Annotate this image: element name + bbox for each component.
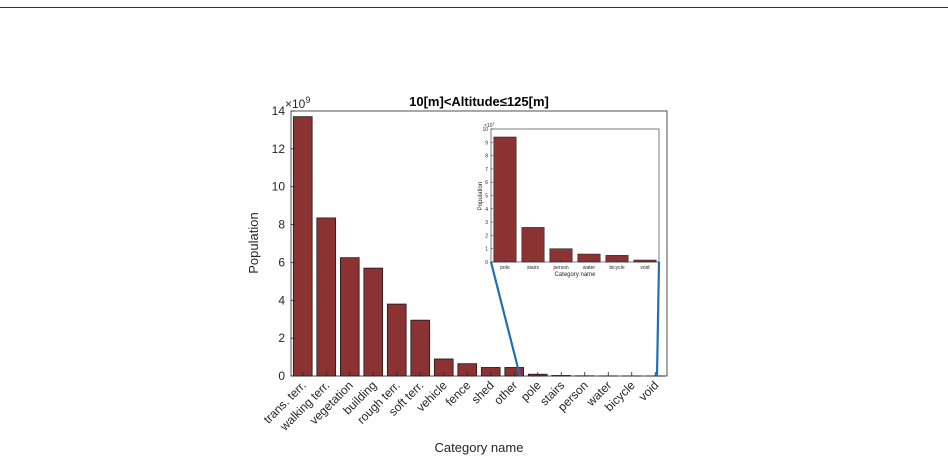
main-x-ticks: trans. terr.walking terr.vegetationbuild… xyxy=(261,372,661,434)
bar-walking-terr xyxy=(316,217,337,377)
y-axis-label: Population xyxy=(246,212,261,273)
y-tick-label: 4 xyxy=(278,293,285,307)
y-tick-label: 0 xyxy=(485,260,488,266)
x-tick-label: water xyxy=(583,265,596,271)
inset-x-axis-label: Category name xyxy=(554,272,596,278)
y-tick-label: 14 xyxy=(272,104,286,118)
y-tick-label: 4 xyxy=(485,207,488,213)
zoom-connector-lines xyxy=(489,261,661,377)
inset-plot-frame xyxy=(490,128,660,263)
x-tick-label: stairs xyxy=(527,265,539,271)
x-tick-label: fence xyxy=(443,378,474,409)
main-bars xyxy=(292,116,666,377)
x-tick-label: shed xyxy=(469,378,497,406)
chart-title: 10[m]<Altitude≤125[m] xyxy=(409,94,549,109)
inset-chart: 0 1 2 3 4 5 6 7 8 9 10 pole stairs person water bicycl… xyxy=(478,121,660,278)
bar-stairs xyxy=(521,227,545,263)
x-tick-label: void xyxy=(636,378,661,403)
bar-soft-terr xyxy=(410,319,431,377)
y-tick-label: 10 xyxy=(482,127,488,133)
top-divider-line xyxy=(0,7,948,8)
y-tick-label: 8 xyxy=(278,218,285,232)
y-tick-label: 6 xyxy=(278,255,285,269)
inset-y-ticks: 0 1 2 3 4 5 6 7 8 9 10 xyxy=(482,127,493,266)
main-y-ticks: 0 2 4 6 8 10 12 14 xyxy=(272,104,295,383)
y-exponent-label: ×109 xyxy=(285,95,310,111)
bar-rough-terr xyxy=(386,303,407,377)
y-tick-label: 1 xyxy=(485,247,488,253)
bar-building xyxy=(363,267,384,377)
x-tick-label: bicycle xyxy=(609,265,625,271)
y-tick-label: 3 xyxy=(485,220,488,226)
x-tick-label: void xyxy=(640,265,649,271)
y-tick-label: 10 xyxy=(272,180,286,194)
x-tick-label: pole xyxy=(500,265,510,271)
y-tick-label: 0 xyxy=(278,369,285,383)
x-tick-label: other xyxy=(491,378,520,407)
x-tick-label: person xyxy=(553,265,569,271)
y-tick-label: 2 xyxy=(485,233,488,239)
zoom-connector-right xyxy=(655,261,661,377)
y-tick-label: 6 xyxy=(485,180,488,186)
y-tick-label: 5 xyxy=(485,194,488,200)
y-tick-label: 7 xyxy=(485,167,488,173)
y-tick-label: 12 xyxy=(272,142,286,156)
zoom-connector-left xyxy=(489,261,522,377)
bar-vegetation xyxy=(339,257,360,377)
y-tick-label: 8 xyxy=(485,154,488,160)
inset-x-ticks: pole stairs person water bicycle void xyxy=(500,260,650,271)
x-axis-label: Category name xyxy=(435,440,524,455)
bar-pole xyxy=(493,136,517,263)
y-tick-label: 2 xyxy=(278,331,285,345)
y-tick-label: 9 xyxy=(485,140,488,146)
inset-y-axis-label: Population xyxy=(478,182,484,210)
main-plot-frame xyxy=(290,110,668,377)
inset-y-exponent-label: ×107 xyxy=(484,121,495,129)
bar-trans-terr xyxy=(292,116,313,377)
